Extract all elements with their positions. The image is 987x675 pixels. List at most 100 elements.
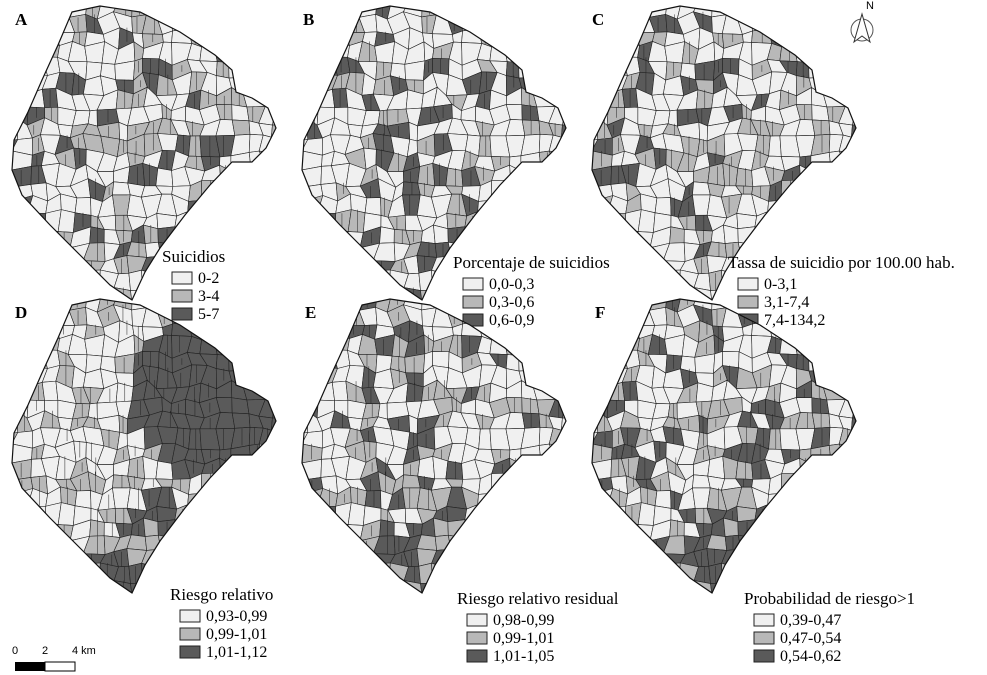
district bbox=[290, 185, 307, 201]
district bbox=[186, 0, 202, 18]
district bbox=[229, 565, 250, 582]
district bbox=[782, 227, 799, 244]
district bbox=[562, 386, 580, 397]
district bbox=[0, 548, 17, 569]
district bbox=[549, 195, 569, 217]
district bbox=[315, 42, 332, 63]
district bbox=[200, 11, 220, 34]
district bbox=[809, 287, 830, 305]
district bbox=[290, 241, 308, 262]
district bbox=[218, 519, 234, 535]
district bbox=[304, 327, 318, 339]
district bbox=[808, 549, 826, 567]
district bbox=[273, 241, 290, 261]
district bbox=[538, 510, 549, 519]
district bbox=[548, 62, 569, 80]
district bbox=[580, 520, 598, 540]
district bbox=[188, 493, 207, 504]
district bbox=[533, 533, 555, 552]
district bbox=[549, 210, 569, 229]
district bbox=[246, 322, 259, 339]
district bbox=[539, 164, 556, 187]
district bbox=[794, 11, 808, 34]
district bbox=[258, 62, 279, 80]
district bbox=[538, 217, 549, 226]
district bbox=[243, 549, 265, 570]
north-needle bbox=[854, 14, 870, 42]
district bbox=[290, 255, 307, 276]
district bbox=[301, 539, 320, 552]
district bbox=[13, 518, 25, 540]
panel-letter: A bbox=[15, 10, 28, 29]
district bbox=[837, 226, 857, 242]
district bbox=[755, 227, 769, 245]
district bbox=[0, 493, 17, 504]
district bbox=[561, 430, 580, 446]
district bbox=[780, 335, 797, 354]
district bbox=[200, 42, 217, 61]
district bbox=[272, 16, 290, 35]
district bbox=[272, 102, 290, 125]
district bbox=[536, 322, 549, 339]
district bbox=[175, 227, 189, 245]
district bbox=[808, 536, 830, 554]
district bbox=[142, 581, 162, 598]
district bbox=[736, 461, 753, 479]
district bbox=[580, 92, 598, 104]
district bbox=[303, 504, 317, 520]
district bbox=[402, 182, 420, 195]
district bbox=[708, 456, 725, 478]
district bbox=[506, 355, 519, 372]
district bbox=[852, 472, 870, 488]
district bbox=[594, 34, 608, 46]
district bbox=[605, 13, 621, 34]
district bbox=[12, 74, 33, 92]
district bbox=[827, 474, 843, 495]
scale-label: 4 km bbox=[72, 645, 96, 657]
district bbox=[156, 461, 173, 479]
district bbox=[793, 32, 810, 46]
district bbox=[25, 533, 46, 554]
district bbox=[201, 30, 220, 47]
district bbox=[605, 506, 625, 523]
panel-letter: E bbox=[305, 303, 316, 322]
district bbox=[768, 493, 787, 504]
district bbox=[580, 478, 597, 494]
district bbox=[228, 256, 246, 274]
district bbox=[539, 457, 556, 480]
district bbox=[462, 28, 482, 43]
legend-swatch bbox=[738, 296, 758, 308]
district bbox=[699, 122, 708, 141]
district bbox=[738, 569, 755, 581]
district bbox=[811, 195, 830, 217]
district bbox=[263, 164, 276, 187]
district bbox=[446, 168, 463, 186]
district bbox=[317, 270, 335, 291]
district bbox=[624, 273, 636, 294]
district bbox=[491, 180, 511, 200]
district bbox=[536, 29, 549, 46]
district bbox=[766, 16, 781, 30]
district bbox=[809, 565, 830, 582]
district bbox=[837, 43, 859, 65]
district bbox=[229, 339, 247, 356]
district bbox=[302, 74, 323, 92]
district bbox=[259, 503, 279, 522]
district bbox=[199, 565, 221, 582]
district bbox=[826, 275, 840, 294]
legend-swatch bbox=[467, 614, 487, 626]
district bbox=[766, 0, 782, 18]
legend-swatch bbox=[754, 632, 774, 644]
district bbox=[522, 474, 539, 490]
scale-label: 2 bbox=[42, 645, 48, 657]
scale-label: 0 bbox=[12, 645, 18, 657]
district bbox=[580, 75, 593, 94]
district bbox=[460, 0, 479, 16]
district bbox=[175, 520, 189, 538]
district bbox=[851, 210, 870, 230]
district bbox=[246, 275, 260, 294]
district bbox=[0, 534, 18, 555]
district bbox=[561, 325, 580, 343]
district bbox=[636, 288, 654, 305]
